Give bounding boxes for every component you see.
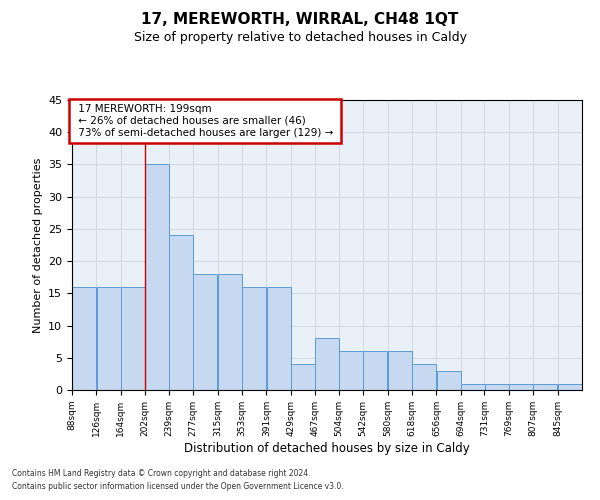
Bar xyxy=(169,236,193,390)
Bar xyxy=(145,164,169,390)
Bar xyxy=(72,287,96,390)
Text: Contains HM Land Registry data © Crown copyright and database right 2024.: Contains HM Land Registry data © Crown c… xyxy=(12,468,311,477)
Y-axis label: Number of detached properties: Number of detached properties xyxy=(32,158,43,332)
Text: Size of property relative to detached houses in Caldy: Size of property relative to detached ho… xyxy=(133,31,467,44)
Bar xyxy=(485,384,509,390)
Bar xyxy=(291,364,315,390)
Bar xyxy=(509,384,533,390)
Bar xyxy=(339,352,363,390)
Bar xyxy=(242,287,266,390)
Bar xyxy=(461,384,485,390)
Bar xyxy=(533,384,557,390)
Bar xyxy=(193,274,217,390)
Bar xyxy=(412,364,436,390)
Bar xyxy=(121,287,145,390)
Bar xyxy=(316,338,339,390)
Text: Contains public sector information licensed under the Open Government Licence v3: Contains public sector information licen… xyxy=(12,482,344,491)
Bar xyxy=(364,352,388,390)
Text: 17 MEREWORTH: 199sqm
 ← 26% of detached houses are smaller (46)
 73% of semi-det: 17 MEREWORTH: 199sqm ← 26% of detached h… xyxy=(74,104,336,138)
Bar xyxy=(97,287,121,390)
Bar xyxy=(437,370,461,390)
Bar xyxy=(218,274,242,390)
Text: 17, MEREWORTH, WIRRAL, CH48 1QT: 17, MEREWORTH, WIRRAL, CH48 1QT xyxy=(142,12,458,28)
Bar xyxy=(388,352,412,390)
Bar xyxy=(558,384,582,390)
Bar xyxy=(266,287,290,390)
X-axis label: Distribution of detached houses by size in Caldy: Distribution of detached houses by size … xyxy=(184,442,470,454)
